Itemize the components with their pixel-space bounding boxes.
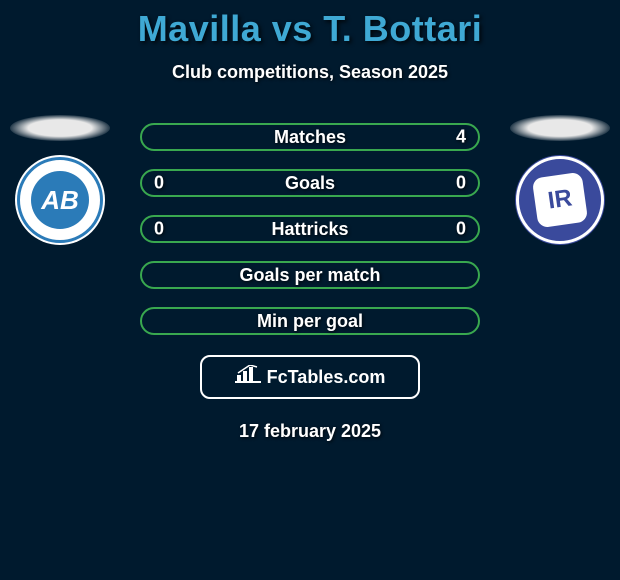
- subtitle: Club competitions, Season 2025: [172, 62, 448, 83]
- stat-label: Goals: [285, 173, 335, 194]
- pedestal-left: [10, 115, 110, 141]
- stat-row-goals-per-match: Goals per match: [140, 261, 480, 289]
- branding-box: FcTables.com: [200, 355, 420, 399]
- stat-row-min-per-goal: Min per goal: [140, 307, 480, 335]
- club-initials-right: IR: [532, 172, 588, 228]
- page-title: Mavilla vs T. Bottari: [138, 8, 483, 50]
- stat-label: Min per goal: [257, 311, 363, 332]
- stat-row-matches: Matches 4: [140, 123, 480, 151]
- date-text: 17 february 2025: [239, 421, 381, 442]
- comparison-card: Mavilla vs T. Bottari Club competitions,…: [0, 0, 620, 442]
- stat-right-value: 4: [456, 127, 466, 148]
- stat-label: Hattricks: [271, 219, 348, 240]
- stats-block: Matches 4 0 Goals 0 0 Hattricks 0 Goals …: [140, 123, 480, 335]
- club-initials-left: AB: [31, 171, 89, 229]
- stat-left-value: 0: [154, 173, 164, 194]
- pedestal-right: [510, 115, 610, 141]
- chart-icon: [235, 365, 261, 390]
- badges-row: AB IR Matches 4 0 Goals 0 0 Hattricks: [0, 123, 620, 335]
- club-logo-left: AB: [15, 155, 105, 245]
- branding-text: FcTables.com: [267, 367, 386, 388]
- right-player-badge: IR: [500, 115, 620, 245]
- club-logo-right: IR: [515, 155, 605, 245]
- stat-right-value: 0: [456, 173, 466, 194]
- stat-row-goals: 0 Goals 0: [140, 169, 480, 197]
- left-player-badge: AB: [0, 115, 120, 245]
- stat-label: Goals per match: [239, 265, 380, 286]
- stat-row-hattricks: 0 Hattricks 0: [140, 215, 480, 243]
- stat-right-value: 0: [456, 219, 466, 240]
- stat-left-value: 0: [154, 219, 164, 240]
- stat-label: Matches: [274, 127, 346, 148]
